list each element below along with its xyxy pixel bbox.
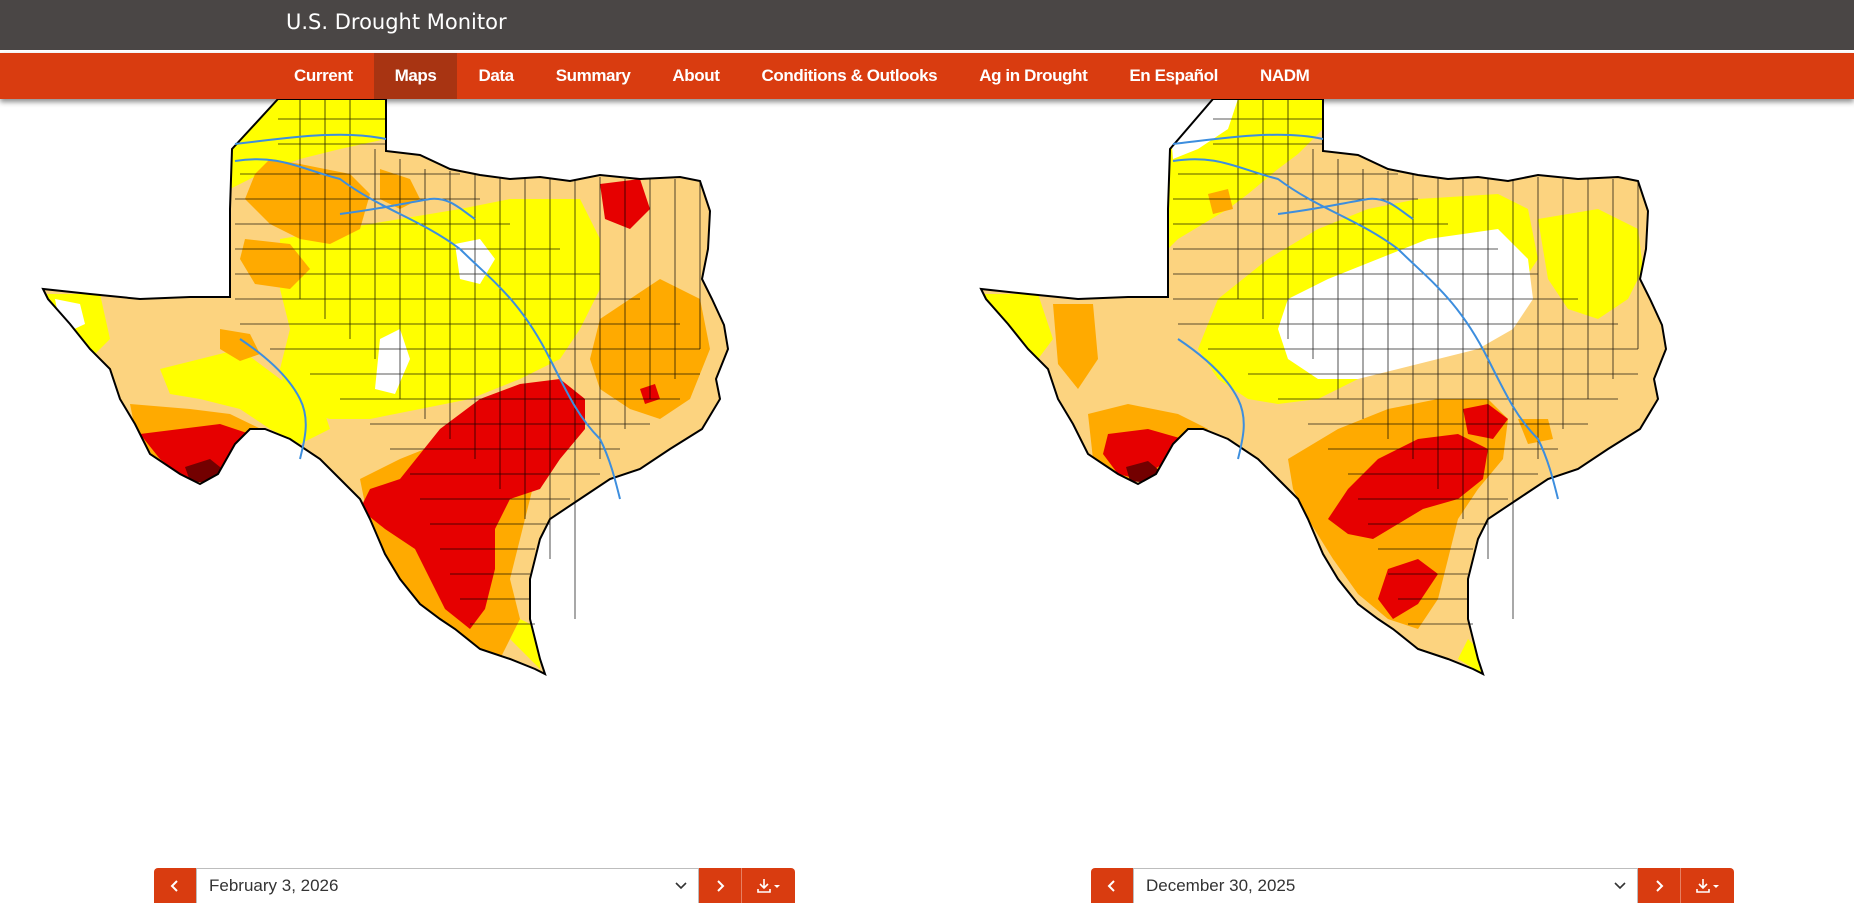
- chevron-right-icon: [1656, 879, 1664, 892]
- rivers-left: [234, 133, 621, 500]
- state-border-right: [979, 99, 1668, 676]
- county-lines-left: [235, 99, 701, 625]
- download-icon: [1695, 878, 1719, 893]
- nav-nadm[interactable]: NADM: [1259, 66, 1310, 85]
- chevron-down-icon: [675, 882, 687, 890]
- date-value: December 30, 2025: [1146, 876, 1296, 895]
- nav-about[interactable]: About: [672, 66, 720, 85]
- nav-data[interactable]: Data: [478, 66, 514, 85]
- main-nav: Current Maps Data Summary About Conditio…: [0, 53, 1854, 99]
- date-value: February 3, 2026: [209, 876, 339, 895]
- nav-conditions-outlooks[interactable]: Conditions & Outlooks: [761, 66, 938, 85]
- county-lines-right: [1173, 99, 1639, 625]
- drought-map-left: [40, 99, 870, 799]
- prev-week-button[interactable]: [1091, 868, 1133, 903]
- site-header: U.S. Drought Monitor: [0, 0, 1854, 50]
- date-controls-right: December 30, 2025: [1091, 868, 1734, 903]
- download-button[interactable]: [741, 868, 795, 903]
- download-button[interactable]: [1680, 868, 1734, 903]
- date-select[interactable]: February 3, 2026: [196, 868, 699, 903]
- nav-ag-in-drought[interactable]: Ag in Drought: [979, 66, 1088, 85]
- chevron-down-icon: [1614, 882, 1626, 890]
- chevron-left-icon: [1107, 879, 1115, 892]
- site-title[interactable]: U.S. Drought Monitor: [286, 10, 507, 34]
- chevron-left-icon: [170, 879, 178, 892]
- date-controls-left: February 3, 2026: [154, 868, 795, 903]
- next-week-button[interactable]: [1638, 868, 1680, 903]
- prev-week-button[interactable]: [154, 868, 196, 903]
- state-border-left: [41, 99, 730, 676]
- nav-en-espanol[interactable]: En Español: [1129, 66, 1218, 85]
- next-week-button[interactable]: [699, 868, 741, 903]
- chevron-right-icon: [717, 879, 725, 892]
- nav-current[interactable]: Current: [294, 66, 353, 85]
- download-icon: [756, 878, 780, 893]
- rivers-right: [1172, 133, 1559, 500]
- texas-map-svg-left: [41, 99, 730, 676]
- date-select[interactable]: December 30, 2025: [1133, 868, 1638, 903]
- drought-map-right: [978, 99, 1808, 799]
- texas-map-svg-right: [979, 99, 1668, 676]
- nav-summary[interactable]: Summary: [555, 66, 631, 85]
- nav-maps[interactable]: Maps: [373, 53, 458, 99]
